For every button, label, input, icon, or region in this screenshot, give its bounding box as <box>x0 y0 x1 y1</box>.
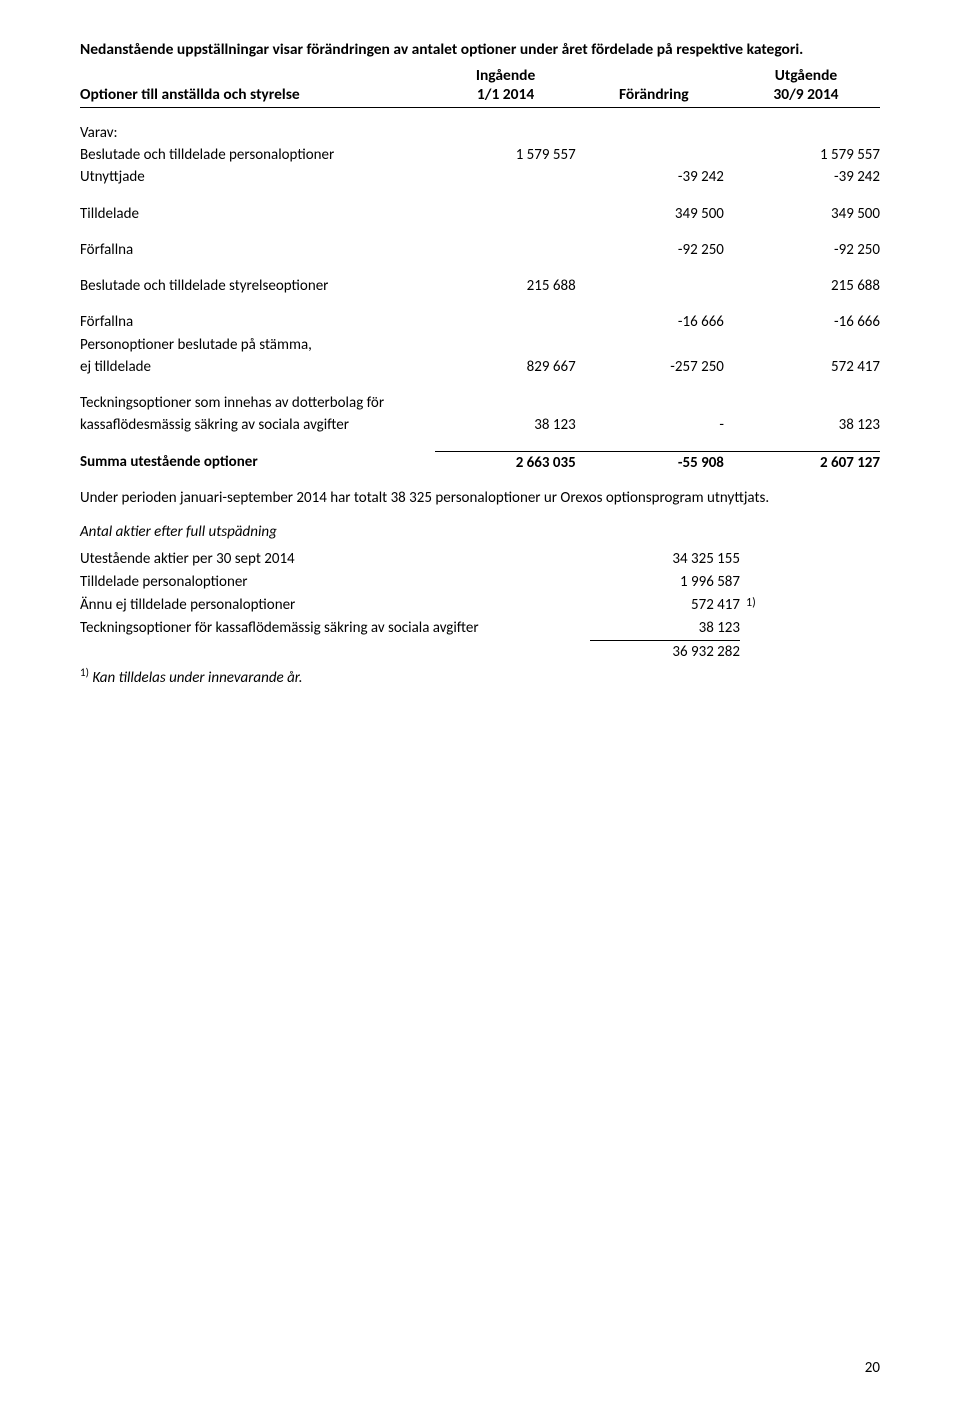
cell-sup <box>740 571 770 594</box>
cell-value: 34 325 155 <box>590 548 740 571</box>
cell-label: ej tilldelade <box>80 356 435 378</box>
cell-label: Beslutade och tilldelade styrelseoptione… <box>80 275 435 297</box>
cell-label: Teckningsoptioner som innehas av dotterb… <box>80 392 435 414</box>
page-number: 20 <box>865 1359 880 1377</box>
cell-value: 572 417 <box>590 594 740 617</box>
table2-title: Antal aktier efter full utspädning <box>80 522 880 542</box>
table1-header-col1-line2: 1/1 2014 <box>435 85 575 104</box>
cell-value: -92 250 <box>584 239 732 261</box>
cell-value <box>435 203 583 225</box>
cell-value <box>584 144 732 166</box>
cell-value <box>584 334 732 356</box>
table1-header-col1: Ingående 1/1 2014 <box>435 63 583 107</box>
cell-value <box>435 239 583 261</box>
cell-label: Teckningsoptioner för kassaflödemässig s… <box>80 617 590 640</box>
cell-value <box>732 392 880 414</box>
cell-value: 215 688 <box>435 275 583 297</box>
table-row: Beslutade och tilldelade styrelseoptione… <box>80 275 880 297</box>
cell-value: -16 666 <box>584 311 732 333</box>
table1-header-col3-line1: Utgående <box>732 66 880 85</box>
table-row: Ännu ej tilldelade personaloptioner 572 … <box>80 594 880 617</box>
cell-value <box>435 334 583 356</box>
cell-label: Förfallna <box>80 239 435 261</box>
table-row: Utestående aktier per 30 sept 2014 34 32… <box>80 548 880 571</box>
table-row: ej tilldelade 829 667 -257 250 572 417 <box>80 356 880 378</box>
table1-header-row: Optioner till anställda och styrelse Ing… <box>80 63 880 108</box>
paragraph-between: Under perioden januari-september 2014 ha… <box>80 488 880 508</box>
cell-value: -55 908 <box>584 451 732 474</box>
table1-header-left: Optioner till anställda och styrelse <box>80 82 435 107</box>
cell-value: 572 417 <box>732 356 880 378</box>
table1-header-col2-line2: Förändring <box>584 85 724 104</box>
table-row: Teckningsoptioner för kassaflödemässig s… <box>80 617 880 640</box>
cell-value: 2 607 127 <box>732 451 880 474</box>
table1-header-col3-line2: 30/9 2014 <box>732 85 880 104</box>
cell-value: -92 250 <box>732 239 880 261</box>
cell-value: 38 123 <box>590 617 740 640</box>
cell-value <box>435 392 583 414</box>
cell-value: 1 579 557 <box>435 144 583 166</box>
cell-value: - <box>584 414 732 436</box>
table-row: Beslutade och tilldelade personaloptione… <box>80 144 880 166</box>
table-row: Utnyttjade -39 242 -39 242 <box>80 166 880 188</box>
cell-label: Beslutade och tilldelade personaloptione… <box>80 144 435 166</box>
cell-value: 349 500 <box>584 203 732 225</box>
cell-label: Personoptioner beslutade på stämma, <box>80 334 435 356</box>
table-row: Varav: <box>80 122 880 144</box>
cell-value: 829 667 <box>435 356 583 378</box>
cell-label <box>80 640 590 664</box>
cell-value <box>732 122 880 144</box>
table-row: kassaflödesmässig säkring av sociala avg… <box>80 414 880 436</box>
cell-label: Tilldelade personaloptioner <box>80 571 590 594</box>
table-row: Förfallna -16 666 -16 666 <box>80 311 880 333</box>
cell-value: 2 663 035 <box>435 451 583 474</box>
table-row: Tilldelade personaloptioner 1 996 587 <box>80 571 880 594</box>
cell-value <box>732 334 880 356</box>
cell-label: Tilldelade <box>80 203 435 225</box>
cell-label: Utestående aktier per 30 sept 2014 <box>80 548 590 571</box>
table1-header-col3: Utgående 30/9 2014 <box>732 63 880 107</box>
cell-value: -39 242 <box>732 166 880 188</box>
table-row-sum: Summa utestående optioner 2 663 035 -55 … <box>80 451 880 474</box>
cell-sup: 1) <box>740 594 770 617</box>
cell-value: 349 500 <box>732 203 880 225</box>
cell-value: 36 932 282 <box>590 640 740 664</box>
footnote-superscript: 1) <box>80 666 89 679</box>
cell-value: -39 242 <box>584 166 732 188</box>
table2: Utestående aktier per 30 sept 2014 34 32… <box>80 548 880 664</box>
cell-value <box>435 311 583 333</box>
cell-value: 1 996 587 <box>590 571 740 594</box>
page-heading: Nedanstående uppställningar visar föränd… <box>80 40 880 61</box>
cell-value <box>584 392 732 414</box>
cell-label: Ännu ej tilldelade personaloptioner <box>80 594 590 617</box>
cell-value: 1 579 557 <box>732 144 880 166</box>
footnote: 1) Kan tilldelas under innevarande år. <box>80 666 880 687</box>
table1-header-col2: Förändring <box>584 82 732 107</box>
cell-value <box>435 122 583 144</box>
cell-value: 38 123 <box>435 414 583 436</box>
cell-label: Förfallna <box>80 311 435 333</box>
cell-value <box>435 166 583 188</box>
table-row: Tilldelade 349 500 349 500 <box>80 203 880 225</box>
cell-label: Varav: <box>80 122 435 144</box>
cell-sup <box>740 640 770 664</box>
table-row-total: 36 932 282 <box>80 640 880 664</box>
footnote-text: Kan tilldelas under innevarande år. <box>89 669 303 687</box>
table1-header-col1-line1: Ingående <box>435 66 575 85</box>
cell-value: 38 123 <box>732 414 880 436</box>
cell-value: 215 688 <box>732 275 880 297</box>
table-row: Personoptioner beslutade på stämma, <box>80 334 880 356</box>
cell-label: Summa utestående optioner <box>80 451 435 474</box>
cell-value: -16 666 <box>732 311 880 333</box>
cell-label: Utnyttjade <box>80 166 435 188</box>
table-row: Förfallna -92 250 -92 250 <box>80 239 880 261</box>
cell-value: -257 250 <box>584 356 732 378</box>
cell-value <box>584 275 732 297</box>
table-row: Teckningsoptioner som innehas av dotterb… <box>80 392 880 414</box>
cell-label: kassaflödesmässig säkring av sociala avg… <box>80 414 435 436</box>
cell-sup <box>740 548 770 571</box>
cell-sup <box>740 617 770 640</box>
cell-value <box>584 122 732 144</box>
